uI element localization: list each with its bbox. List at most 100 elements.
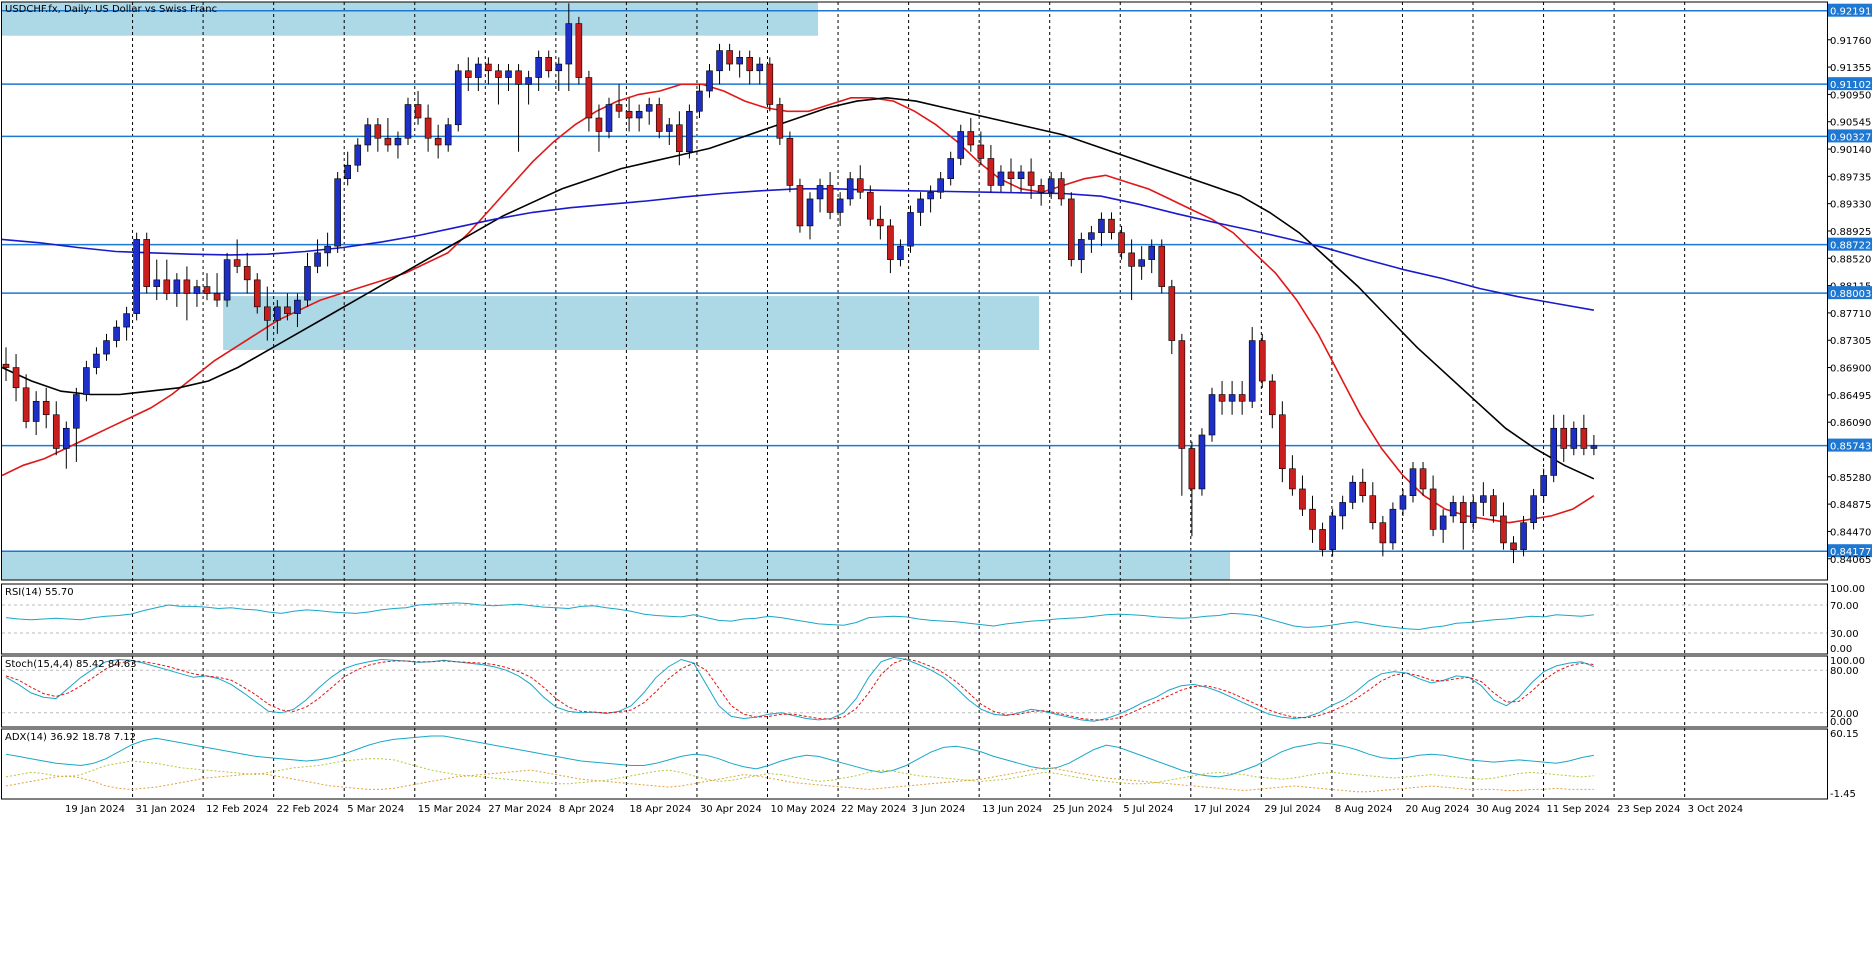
supply-demand-zone-2 — [223, 296, 1040, 351]
candle-bear — [1108, 212, 1115, 240]
candle-body — [1389, 508, 1397, 544]
candle-body — [495, 70, 502, 78]
candle-bull — [62, 421, 70, 469]
candle-body — [1289, 468, 1296, 490]
candle-bull — [1017, 165, 1025, 193]
date-label: 27 Mar 2024 — [488, 804, 551, 815]
candle-bull — [806, 192, 814, 240]
candle-body — [1279, 414, 1286, 470]
candle-bear — [655, 97, 663, 139]
candle-body — [52, 414, 60, 449]
candle-body — [1037, 185, 1045, 193]
price-zones — [2, 2, 1231, 580]
candle-bear — [977, 131, 985, 166]
candle-bear — [183, 266, 191, 321]
vertical-gridlines — [132, 2, 1686, 799]
level-price-label: 0.91102 — [1830, 80, 1871, 91]
candle-bear — [203, 273, 211, 301]
candle-body — [354, 144, 362, 166]
candle-body — [1439, 515, 1447, 530]
candle-body — [1208, 394, 1216, 436]
price-label: 0.86900 — [1830, 364, 1871, 375]
candle-bull — [344, 151, 352, 186]
pane-frame-sto — [1, 655, 1828, 728]
candle-body — [515, 70, 522, 85]
price-label: 0.84875 — [1830, 500, 1871, 511]
candle-body — [967, 131, 975, 146]
date-label: 25 Jun 2024 — [1053, 804, 1113, 815]
candle-body — [334, 178, 341, 247]
candle-bull — [917, 192, 924, 226]
candle-bull — [565, 3, 573, 92]
candle-bear — [253, 273, 261, 314]
candle-body — [776, 104, 784, 139]
candle-body — [525, 77, 532, 85]
candle-body — [987, 158, 995, 186]
candle-body — [645, 104, 653, 112]
candle-bull — [535, 50, 542, 92]
candle-body — [555, 63, 563, 72]
candle-bear — [1379, 515, 1387, 557]
candle-body — [22, 387, 30, 422]
candle-bull — [1389, 502, 1397, 550]
candle-body — [394, 137, 402, 146]
candle-bull — [716, 43, 723, 85]
candle-body — [454, 70, 462, 126]
candle-bull — [555, 57, 563, 92]
candle-bull — [324, 232, 331, 267]
sto-scale-label: 20.00 — [1830, 709, 1859, 720]
candle-body — [1118, 232, 1125, 254]
candle-bear — [595, 104, 603, 152]
candle-bear — [1459, 495, 1467, 550]
candle-body — [374, 124, 382, 139]
candle-bull — [404, 97, 412, 145]
candle-body — [766, 63, 774, 105]
candle-body — [62, 427, 70, 449]
candle-body — [32, 400, 40, 422]
level-price-box — [1828, 544, 1872, 558]
candle-bear — [243, 252, 251, 294]
candle-body — [193, 286, 201, 294]
candle-body — [83, 367, 90, 395]
candle-bear — [625, 97, 633, 132]
candle-bull — [113, 320, 120, 348]
candle-bear — [1128, 239, 1135, 301]
candle-bull — [354, 138, 362, 172]
candle-body — [1459, 502, 1467, 523]
candle-bull — [505, 64, 512, 92]
date-label: 22 Feb 2024 — [277, 804, 339, 815]
candle-bull — [73, 387, 80, 462]
candle-body — [233, 259, 241, 267]
price-label: 0.91760 — [1830, 36, 1871, 47]
candle-bull — [897, 239, 904, 267]
candle-body — [1560, 427, 1568, 449]
candle-bull — [1449, 495, 1457, 523]
candle-bear — [1560, 414, 1568, 462]
candle-body — [1007, 171, 1015, 180]
candle-bear — [766, 57, 774, 112]
price-label: 0.84470 — [1830, 527, 1871, 538]
candle-body — [937, 178, 944, 193]
candle-bull — [927, 185, 934, 213]
candle-body — [1168, 286, 1176, 341]
candle-bear — [1057, 171, 1065, 206]
candle-bull — [123, 306, 130, 341]
pane-titles: USDCHF.fx, Daily: US Dollar vs Swiss Fra… — [5, 4, 217, 743]
candle-body — [1017, 171, 1025, 180]
price-label: 0.91355 — [1830, 63, 1871, 74]
candle-body — [1319, 529, 1326, 550]
candle-body — [1108, 218, 1115, 233]
date-label: 11 Sep 2024 — [1547, 804, 1610, 815]
candle-body — [475, 63, 482, 78]
candle-bull — [736, 50, 743, 78]
date-label: 19 Jan 2024 — [65, 804, 125, 815]
candle-bear — [143, 232, 150, 294]
candle-bear — [213, 273, 221, 307]
candle-bear — [545, 50, 553, 78]
candle-bear — [414, 91, 422, 125]
candle-body — [414, 104, 422, 119]
level-price-label: 0.88722 — [1830, 241, 1871, 252]
candle-bear — [1299, 475, 1306, 516]
candle-bull — [1208, 387, 1216, 442]
date-label: 20 Aug 2024 — [1405, 804, 1469, 815]
